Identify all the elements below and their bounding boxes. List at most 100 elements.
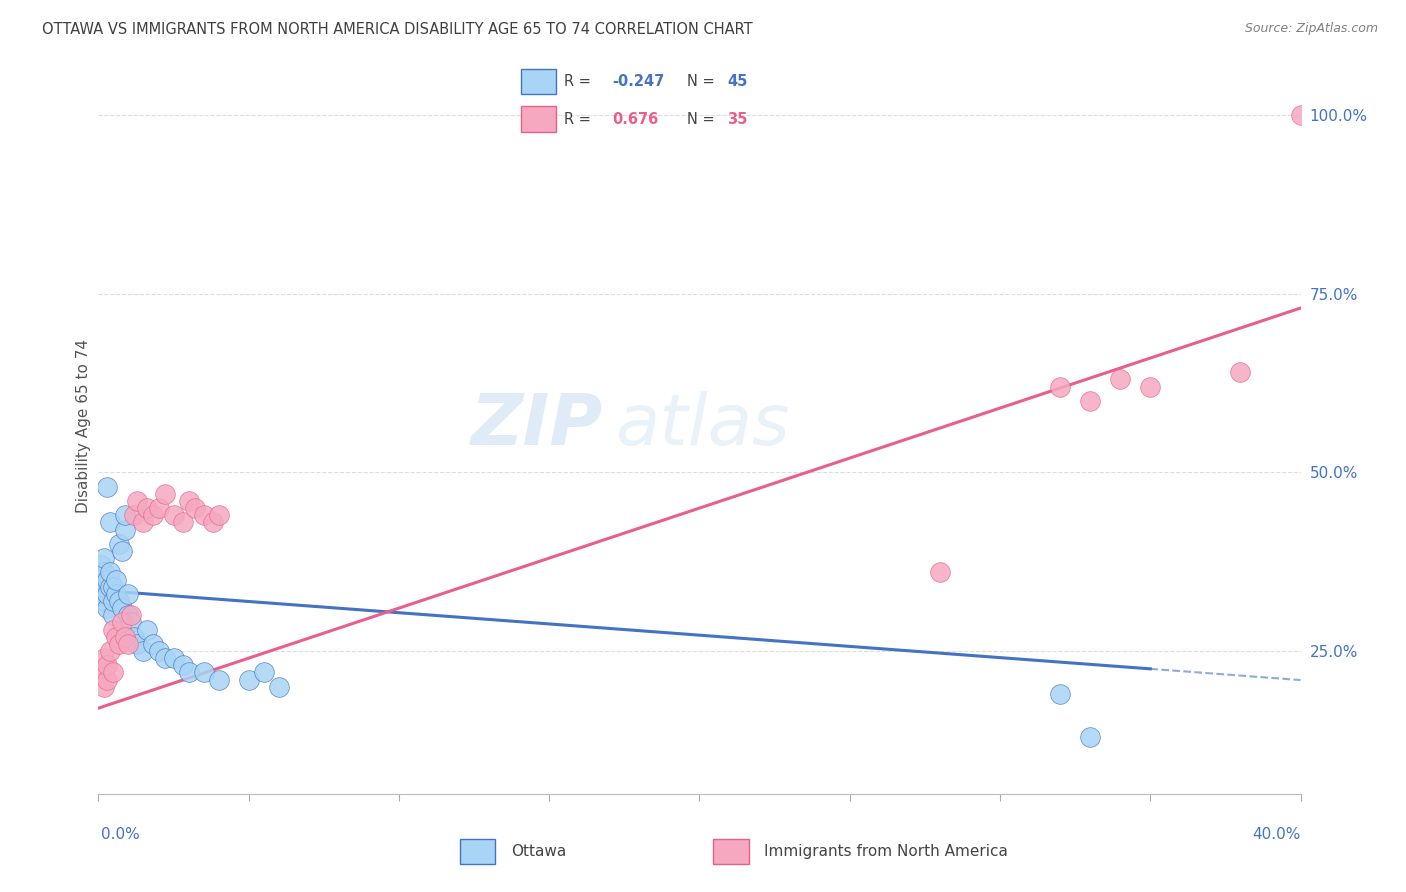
Point <box>105 630 128 644</box>
Point <box>103 623 125 637</box>
Text: -0.247: -0.247 <box>612 74 664 89</box>
Point <box>108 637 131 651</box>
Point <box>172 516 194 530</box>
Point <box>103 608 125 623</box>
Point <box>93 551 115 566</box>
Point <box>90 587 112 601</box>
Text: atlas: atlas <box>616 392 790 460</box>
Point <box>929 566 952 580</box>
Point <box>208 508 231 523</box>
Point <box>93 594 115 608</box>
Point <box>124 630 146 644</box>
Point <box>121 608 143 623</box>
Text: Source: ZipAtlas.com: Source: ZipAtlas.com <box>1244 22 1378 36</box>
Bar <box>522 106 555 132</box>
Point <box>127 637 149 651</box>
Text: 40.0%: 40.0% <box>1253 827 1301 841</box>
Point <box>96 480 118 494</box>
Point <box>93 580 115 594</box>
Point <box>124 508 146 523</box>
Point <box>153 651 176 665</box>
Point <box>100 516 122 530</box>
Point <box>96 658 118 673</box>
Point <box>148 501 170 516</box>
Text: OTTAWA VS IMMIGRANTS FROM NORTH AMERICA DISABILITY AGE 65 TO 74 CORRELATION CHAR: OTTAWA VS IMMIGRANTS FROM NORTH AMERICA … <box>42 22 752 37</box>
Text: ZIP: ZIP <box>471 392 603 460</box>
Point <box>162 508 184 523</box>
Bar <box>522 69 555 95</box>
Point <box>117 587 139 601</box>
Bar <box>713 839 748 864</box>
Point <box>111 615 134 630</box>
Text: 45: 45 <box>727 74 747 89</box>
Point <box>1078 393 1101 408</box>
Point <box>1229 365 1251 379</box>
Point <box>267 680 290 694</box>
Text: 35: 35 <box>727 112 747 127</box>
Text: N =: N = <box>686 74 714 89</box>
Point <box>183 501 205 516</box>
Point <box>1049 687 1071 701</box>
Point <box>105 587 128 601</box>
Point <box>103 580 125 594</box>
Point <box>208 673 231 687</box>
Point <box>93 651 115 665</box>
Y-axis label: Disability Age 65 to 74: Disability Age 65 to 74 <box>76 339 91 513</box>
Point <box>100 566 122 580</box>
Point <box>162 651 184 665</box>
Point <box>1139 379 1161 393</box>
Point <box>238 673 260 687</box>
Point <box>100 580 122 594</box>
Point <box>253 665 276 680</box>
Point <box>141 637 163 651</box>
Point <box>153 487 176 501</box>
Text: Immigrants from North America: Immigrants from North America <box>763 845 1008 859</box>
Point <box>1049 379 1071 393</box>
Text: R =: R = <box>564 74 591 89</box>
Point <box>96 673 118 687</box>
Point <box>90 665 112 680</box>
Point <box>111 601 134 615</box>
Point <box>100 644 122 658</box>
Point <box>96 573 118 587</box>
Point <box>117 637 139 651</box>
Text: Ottawa: Ottawa <box>510 845 565 859</box>
Point <box>121 615 143 630</box>
Point <box>114 508 136 523</box>
Point <box>117 608 139 623</box>
Point <box>114 630 136 644</box>
Point <box>108 537 131 551</box>
Point <box>93 680 115 694</box>
Point <box>105 573 128 587</box>
Point <box>132 516 155 530</box>
Point <box>193 508 215 523</box>
Point <box>114 523 136 537</box>
Point <box>141 508 163 523</box>
Point <box>1289 108 1312 122</box>
Point <box>1078 730 1101 744</box>
Text: N =: N = <box>686 112 714 127</box>
Point <box>201 516 224 530</box>
Point <box>90 573 112 587</box>
Text: 0.676: 0.676 <box>612 112 658 127</box>
Point <box>1109 372 1132 386</box>
Point <box>96 601 118 615</box>
Point <box>96 587 118 601</box>
Point <box>93 566 115 580</box>
Point <box>103 594 125 608</box>
Bar <box>460 839 495 864</box>
Point <box>177 494 200 508</box>
Point <box>132 644 155 658</box>
Point <box>135 501 157 516</box>
Text: R =: R = <box>564 112 591 127</box>
Point <box>193 665 215 680</box>
Point <box>111 544 134 558</box>
Text: 0.0%: 0.0% <box>101 827 141 841</box>
Point <box>90 558 112 573</box>
Point <box>108 594 131 608</box>
Point <box>148 644 170 658</box>
Point <box>177 665 200 680</box>
Point <box>103 665 125 680</box>
Point <box>172 658 194 673</box>
Point <box>127 494 149 508</box>
